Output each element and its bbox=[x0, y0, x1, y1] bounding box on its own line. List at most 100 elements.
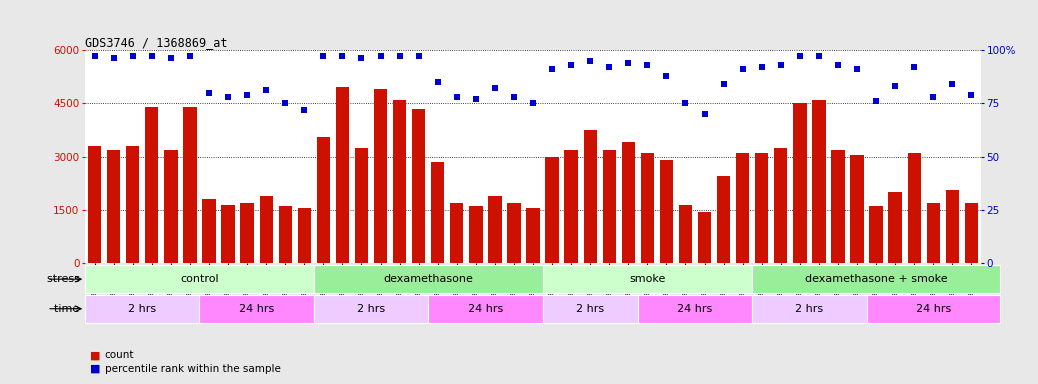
Text: count: count bbox=[105, 350, 134, 360]
Bar bbox=[429, 295, 543, 323]
Text: percentile rank within the sample: percentile rank within the sample bbox=[105, 364, 280, 374]
Bar bbox=[755, 153, 768, 263]
Point bbox=[163, 55, 180, 61]
Text: ■: ■ bbox=[90, 364, 101, 374]
Text: 2 hrs: 2 hrs bbox=[129, 304, 157, 314]
Point bbox=[868, 98, 884, 104]
Bar bbox=[184, 107, 196, 263]
Text: 24 hrs: 24 hrs bbox=[678, 304, 713, 314]
Point bbox=[467, 96, 484, 102]
Bar bbox=[907, 153, 921, 263]
Point bbox=[257, 88, 274, 94]
Text: 2 hrs: 2 hrs bbox=[795, 304, 823, 314]
Bar bbox=[199, 295, 313, 323]
Point bbox=[715, 81, 732, 87]
Bar bbox=[870, 207, 882, 263]
Bar bbox=[412, 109, 426, 263]
Point bbox=[963, 92, 980, 98]
Bar bbox=[221, 205, 235, 263]
Bar bbox=[508, 203, 521, 263]
Bar bbox=[793, 103, 807, 263]
Bar bbox=[946, 190, 959, 263]
Bar bbox=[145, 107, 159, 263]
Point bbox=[410, 53, 427, 60]
Bar bbox=[583, 130, 597, 263]
Text: dexamethasone: dexamethasone bbox=[383, 274, 473, 284]
Point bbox=[906, 64, 923, 70]
Bar bbox=[543, 295, 637, 323]
Bar bbox=[927, 203, 940, 263]
Text: 2 hrs: 2 hrs bbox=[357, 304, 385, 314]
Point bbox=[430, 79, 446, 85]
Bar bbox=[774, 148, 788, 263]
Bar bbox=[753, 295, 867, 323]
Bar bbox=[335, 87, 349, 263]
Point bbox=[772, 62, 789, 68]
Bar bbox=[850, 155, 864, 263]
Point bbox=[925, 94, 941, 100]
Point bbox=[220, 94, 237, 100]
Point bbox=[849, 66, 866, 72]
Point bbox=[734, 66, 750, 72]
Bar bbox=[867, 295, 1000, 323]
Bar bbox=[374, 89, 387, 263]
Point bbox=[829, 62, 846, 68]
Bar bbox=[355, 148, 368, 263]
Text: control: control bbox=[181, 274, 219, 284]
Bar bbox=[637, 295, 753, 323]
Bar bbox=[698, 212, 711, 263]
Bar bbox=[88, 146, 102, 263]
Bar bbox=[717, 176, 731, 263]
Bar bbox=[450, 203, 463, 263]
Bar bbox=[964, 203, 978, 263]
Bar bbox=[260, 196, 273, 263]
Bar bbox=[603, 149, 616, 263]
Bar bbox=[640, 153, 654, 263]
Text: smoke: smoke bbox=[629, 274, 665, 284]
Point bbox=[525, 100, 542, 106]
Point bbox=[944, 81, 960, 87]
Point bbox=[373, 53, 389, 60]
Text: ■: ■ bbox=[90, 350, 101, 360]
Point bbox=[391, 53, 408, 60]
Bar bbox=[431, 162, 444, 263]
Point bbox=[316, 53, 332, 60]
Point bbox=[182, 53, 198, 60]
Point bbox=[696, 111, 713, 117]
Point bbox=[487, 85, 503, 91]
Bar bbox=[278, 207, 292, 263]
Point bbox=[334, 53, 351, 60]
Text: GDS3746 / 1368869_at: GDS3746 / 1368869_at bbox=[85, 36, 227, 49]
Bar bbox=[298, 208, 311, 263]
Bar bbox=[317, 137, 330, 263]
Point bbox=[639, 62, 656, 68]
Bar bbox=[526, 208, 540, 263]
Bar bbox=[831, 149, 845, 263]
Point bbox=[658, 73, 675, 79]
Point bbox=[125, 53, 141, 60]
Bar bbox=[622, 142, 635, 263]
Point bbox=[563, 62, 579, 68]
Text: time: time bbox=[54, 304, 83, 314]
Bar bbox=[313, 265, 543, 293]
Point bbox=[506, 94, 522, 100]
Bar bbox=[85, 265, 313, 293]
Text: 24 hrs: 24 hrs bbox=[468, 304, 503, 314]
Point bbox=[296, 107, 312, 113]
Point bbox=[582, 58, 599, 64]
Text: stress: stress bbox=[47, 274, 83, 284]
Point bbox=[353, 55, 370, 61]
Point bbox=[886, 83, 903, 89]
Point bbox=[811, 53, 827, 60]
Bar bbox=[545, 157, 558, 263]
Point bbox=[106, 55, 122, 61]
Bar bbox=[241, 203, 254, 263]
Point bbox=[544, 66, 561, 72]
Bar bbox=[565, 149, 578, 263]
Bar bbox=[679, 205, 692, 263]
Bar bbox=[660, 160, 673, 263]
Bar bbox=[313, 295, 429, 323]
Point bbox=[448, 94, 465, 100]
Point bbox=[239, 92, 255, 98]
Bar bbox=[469, 207, 483, 263]
